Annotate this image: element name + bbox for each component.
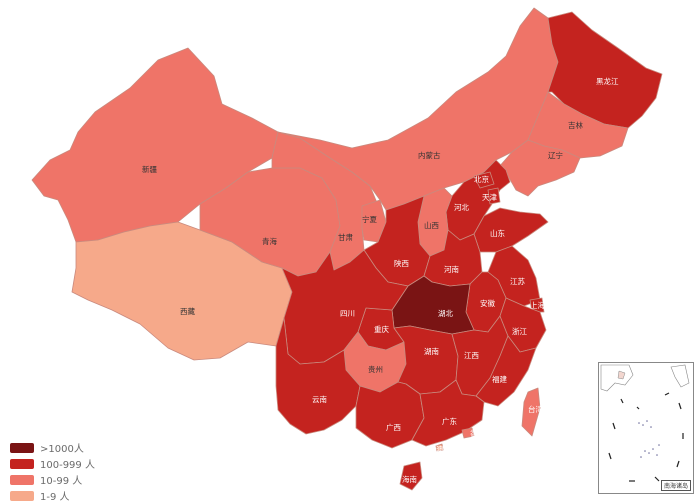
label-hubei: 湖北 [438,309,453,318]
legend-swatch [10,474,34,485]
label-shaanxi: 陕西 [394,258,409,268]
label-shandong: 山东 [490,228,505,238]
label-hunan: 湖南 [424,346,439,356]
legend-swatch [10,458,34,469]
label-beijing: 北京 [474,174,489,184]
label-henan: 河南 [444,264,459,274]
label-guizhou: 贵州 [368,364,383,374]
label-qinghai: 青海 [262,236,277,246]
region-tianjin[interactable] [487,187,501,205]
region-shandong[interactable] [473,207,549,253]
region-shanghai[interactable] [529,297,545,313]
label-heilongjiang: 黑龙江 [596,76,619,86]
region-hainan[interactable] [399,461,423,491]
region-hongkong[interactable] [461,427,475,439]
label-hongkong: 香港 [470,428,485,438]
label-sichuan: 四川 [340,309,355,318]
label-guangxi: 广西 [386,422,401,432]
label-fujian: 福建 [492,374,507,384]
label-hebei: 河北 [454,203,469,212]
label-tianjin: 天津 [482,193,497,202]
region-yunnan[interactable] [275,317,361,435]
label-anhui: 安徽 [480,298,495,308]
label-hainan: 海南 [402,474,417,484]
south-china-sea-inset: 南海诸岛 [598,362,694,494]
region-taiwan[interactable] [521,387,541,437]
label-chongqing: 重庆 [374,324,389,334]
label-jiangxi: 江西 [464,351,479,360]
legend-item-100-999[interactable]: 100-999 人 [10,456,95,471]
label-taiwan: 台湾 [528,404,543,414]
label-neimenggu: 内蒙古 [418,150,441,160]
label-xizang: 西藏 [180,306,195,316]
legend-label: 100-999 人 [40,460,95,471]
label-shanxi: 山西 [424,220,439,230]
legend-label: 1-9 人 [40,492,70,503]
legend-label: >1000人 [40,444,84,455]
label-yunnan: 云南 [312,394,327,404]
legend-swatch [10,490,34,501]
legend-label: 10-99 人 [40,476,83,487]
region-beijing[interactable] [473,171,495,189]
legend-item-10-99[interactable]: 10-99 人 [10,472,95,487]
map-legend: >1000人 100-999 人 10-99 人 1-9 人 [10,440,95,504]
region-macau[interactable] [435,443,444,452]
legend-item-1-9[interactable]: 1-9 人 [10,488,95,503]
label-xinjiang: 新疆 [142,164,157,174]
inset-caption: 南海诸岛 [660,480,691,491]
inset-map [600,364,690,482]
legend-swatch [10,442,34,453]
label-macau: 澳门 [436,444,451,454]
legend-item-1000-plus[interactable]: >1000人 [10,440,95,455]
label-shanghai: 上海 [530,300,545,310]
label-jilin: 吉林 [568,120,583,130]
label-guangdong: 广东 [442,416,457,426]
label-gansu: 甘肃 [338,232,353,242]
label-jiangsu: 江苏 [510,276,525,286]
label-zhejiang: 浙江 [512,326,527,336]
label-ningxia: 宁夏 [362,214,377,224]
label-liaoning: 辽宁 [548,150,563,160]
